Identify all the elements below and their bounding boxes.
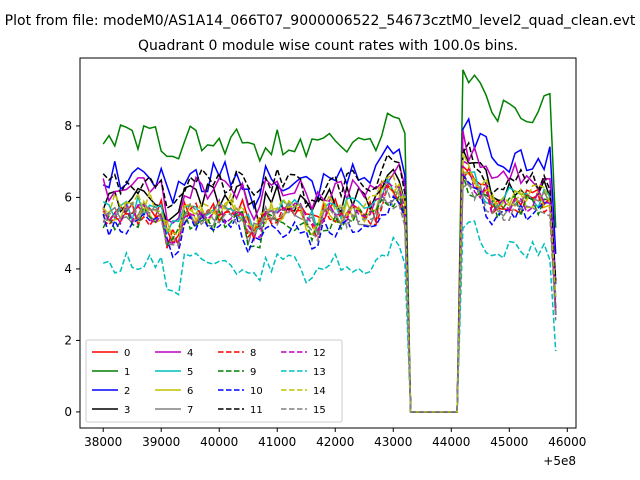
legend-label: 2 xyxy=(124,386,130,397)
x-tick-label: 46000 xyxy=(548,435,586,449)
series-line-13 xyxy=(102,220,557,413)
x-axis: 38000 39000 40000 41000 42000 43000 44000 45000… xyxy=(84,428,586,449)
legend-box xyxy=(85,339,343,423)
legend-label: 4 xyxy=(187,348,193,359)
chart-suptitle: Plot from file: modeM0/AS1A14_066T07_900… xyxy=(5,13,636,29)
series-line-15 xyxy=(102,181,557,413)
legend-label: 1 xyxy=(124,367,130,378)
legend-label: 15 xyxy=(313,405,326,416)
series-line-4 xyxy=(102,130,557,413)
legend-label: 8 xyxy=(250,348,256,359)
legend-label: 0 xyxy=(124,348,130,359)
legend-label: 6 xyxy=(187,386,193,397)
x-tick-label: 44000 xyxy=(432,435,470,449)
y-tick-label: 0 xyxy=(64,405,72,419)
y-tick-label: 2 xyxy=(64,333,72,347)
x-tick-label: 45000 xyxy=(490,435,528,449)
legend-label: 12 xyxy=(313,348,326,359)
y-tick-label: 4 xyxy=(64,262,72,276)
series-line-12 xyxy=(102,159,557,413)
chart-title: Quadrant 0 module wise count rates with … xyxy=(138,38,518,54)
x-axis-offset-label: +5e8 xyxy=(543,454,576,468)
y-tick-label: 8 xyxy=(64,119,72,133)
legend-label: 10 xyxy=(250,386,263,397)
legend-label: 11 xyxy=(250,405,263,416)
series-line-10 xyxy=(102,172,557,413)
y-tick-label: 6 xyxy=(64,190,72,204)
legend-label: 13 xyxy=(313,367,326,378)
y-axis: 0 2 4 6 8 xyxy=(64,119,80,419)
x-tick-label: 40000 xyxy=(200,435,238,449)
legend-label: 14 xyxy=(313,386,326,397)
x-tick-label: 41000 xyxy=(258,435,296,449)
series-line-11 xyxy=(102,141,557,413)
x-tick-label: 43000 xyxy=(374,435,412,449)
x-tick-label: 42000 xyxy=(316,435,354,449)
legend-label: 7 xyxy=(187,405,193,416)
legend-label: 9 xyxy=(250,367,256,378)
series-line-1 xyxy=(102,69,557,413)
plot-area xyxy=(102,69,557,413)
axes-frame xyxy=(79,57,577,429)
x-tick-label: 39000 xyxy=(142,435,180,449)
series-line-3 xyxy=(102,148,557,413)
legend-label: 5 xyxy=(187,367,193,378)
x-tick-label: 38000 xyxy=(84,435,122,449)
series-line-8 xyxy=(102,164,557,413)
series-line-2 xyxy=(102,116,557,413)
legend-label: 3 xyxy=(124,405,130,416)
